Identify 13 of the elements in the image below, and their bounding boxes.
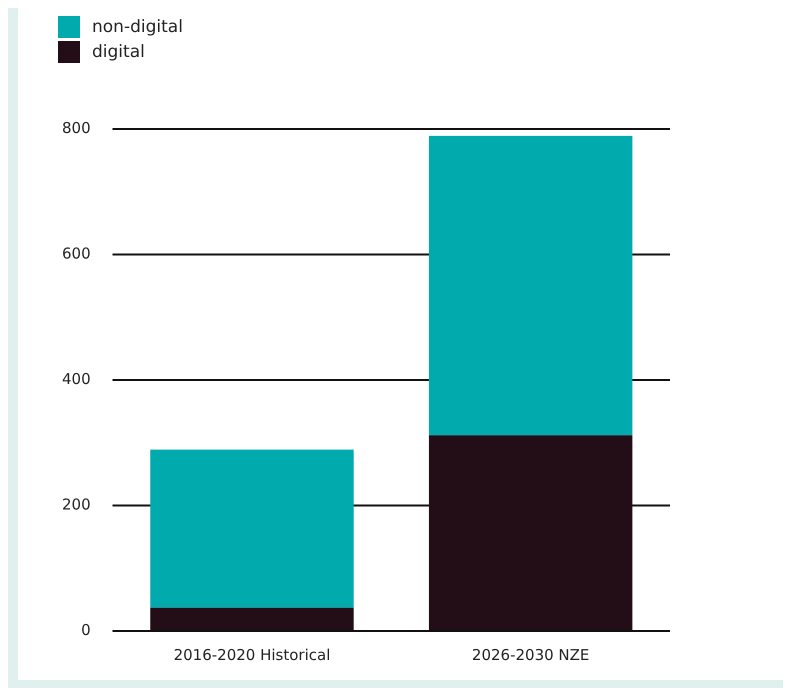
legend-label: digital: [92, 42, 145, 62]
y-tick-label: 200: [62, 495, 91, 514]
x-tick-label: 2016-2020 Historical: [174, 646, 330, 664]
y-tick-label: 800: [62, 118, 91, 137]
bar: [428, 136, 632, 436]
y-tick-label: 400: [62, 370, 91, 388]
y-tick-label: 0: [81, 620, 91, 639]
bar: [428, 435, 632, 630]
x-tick-label: 2026-2030 NZE: [472, 646, 590, 664]
y-tick-label: 600: [62, 244, 91, 262]
bar: [150, 608, 354, 630]
bar: [150, 450, 354, 608]
legend-label: non-digital: [92, 16, 183, 36]
